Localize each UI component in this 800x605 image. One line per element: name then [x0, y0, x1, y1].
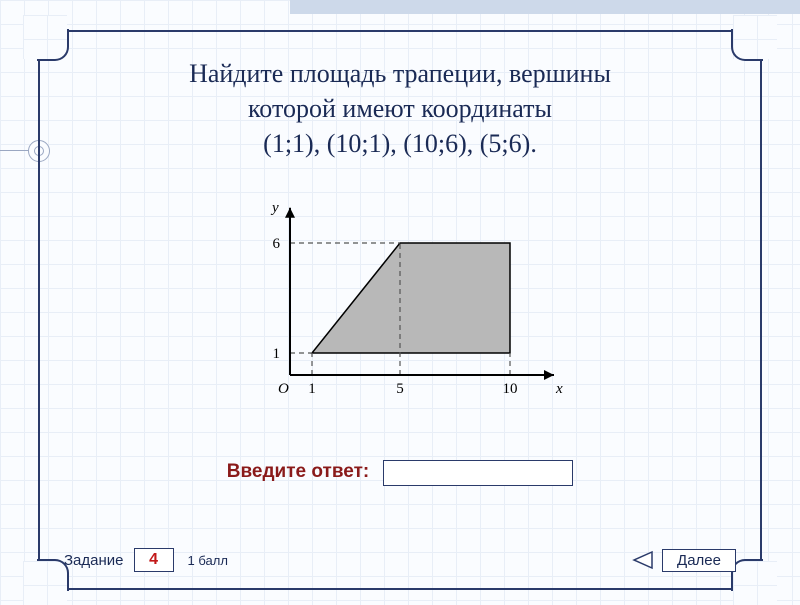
task-number-box: 4 [134, 548, 174, 572]
frame-corner-bl [23, 561, 67, 605]
svg-text:x: x [555, 381, 563, 397]
svg-text:6: 6 [273, 236, 281, 252]
prev-arrow-icon [632, 550, 656, 570]
next-button[interactable]: Далее [662, 549, 736, 572]
svg-text:1: 1 [273, 346, 281, 362]
chart-svg: 1 5 10 1 6 Ox y [230, 195, 570, 415]
task-label: Задание [64, 552, 124, 569]
frame-corner-br [733, 561, 777, 605]
frame-corner-tl [23, 15, 67, 59]
svg-text:O: O [278, 381, 289, 397]
question-line-2: которой имеют координаты [248, 94, 552, 123]
svg-text:1: 1 [308, 381, 316, 397]
top-accent-bar [290, 0, 800, 14]
answer-row: Введите ответ: [0, 460, 800, 486]
points-label: 1 балл [188, 553, 228, 568]
svg-text:y: y [270, 200, 279, 216]
frame-corner-tr [733, 15, 777, 59]
question-line-3: (1;1), (10;1), (10;6), (5;6). [263, 129, 537, 158]
svg-text:10: 10 [503, 381, 518, 397]
trapezoid-chart: 1 5 10 1 6 Ox y [230, 195, 570, 415]
answer-label: Введите ответ: [227, 461, 369, 482]
question-text: Найдите площадь трапеции, вершины которо… [60, 56, 740, 161]
question-line-1: Найдите площадь трапеции, вершины [189, 59, 611, 88]
svg-text:5: 5 [396, 381, 404, 397]
answer-input[interactable] [383, 460, 573, 486]
footer-bar: Задание 4 1 балл Далее [64, 548, 736, 572]
